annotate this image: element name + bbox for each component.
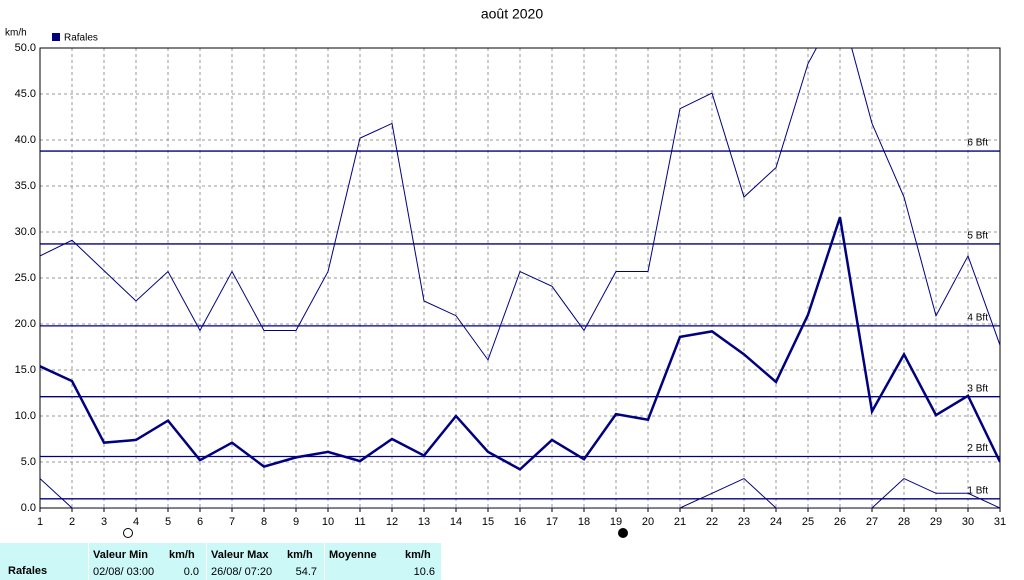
series-line <box>40 48 1000 361</box>
summary-table: Valeur Min km/h Valeur Max km/h Moyenne km/h 0… <box>89 543 441 580</box>
x-tick-label: 4 <box>133 516 139 528</box>
x-tick-label: 28 <box>898 516 910 528</box>
x-tick-label: 21 <box>674 516 686 528</box>
reference-label: 4 Bft <box>967 312 988 323</box>
series-group <box>40 48 1000 508</box>
table-divider <box>324 543 325 580</box>
x-tick-label: 1 <box>37 516 43 528</box>
x-tick-label: 19 <box>610 516 622 528</box>
x-tick-label: 27 <box>866 516 878 528</box>
x-tick-label: 8 <box>261 516 267 528</box>
y-tick-label: 5.0 <box>21 456 36 468</box>
row-label: Rafales <box>8 565 48 577</box>
x-tick-label: 15 <box>482 516 494 528</box>
series-line <box>40 216 1000 471</box>
x-tick-label: 18 <box>578 516 590 528</box>
table-header: Valeur Max <box>211 549 269 561</box>
chart-title: août 2020 <box>481 6 543 22</box>
x-tick-label: 23 <box>738 516 750 528</box>
reference-label: 3 Bft <box>967 383 988 394</box>
x-tick-label: 9 <box>293 516 299 528</box>
table-header: Valeur Min <box>93 549 149 561</box>
y-axis-label: km/h <box>5 28 27 39</box>
y-tick-label: 15.0 <box>15 364 36 376</box>
x-tick-label: 5 <box>165 516 171 528</box>
reference-label: 2 Bft <box>967 443 988 454</box>
x-tick-label: 20 <box>642 516 654 528</box>
x-tick-label: 2 <box>69 516 75 528</box>
x-tick-label: 24 <box>770 516 782 528</box>
table-header: km/h <box>405 549 431 561</box>
table-cell: 10.6 <box>413 566 435 578</box>
table-cell: 26/08/ 07:20 <box>211 566 273 578</box>
y-tick-label: 20.0 <box>15 318 36 330</box>
table-header: km/h <box>287 549 313 561</box>
moon-icon <box>123 528 133 538</box>
legend-swatch <box>52 33 60 41</box>
y-tick-label: 40.0 <box>15 134 36 146</box>
x-tick-label: 10 <box>322 516 334 528</box>
table-cell: 0.0 <box>183 566 199 578</box>
x-tick-label: 12 <box>386 516 398 528</box>
y-tick-label: 0.0 <box>21 502 36 514</box>
reference-label: 1 Bft <box>967 485 988 496</box>
x-tick-label: 22 <box>706 516 718 528</box>
y-tick-label: 10.0 <box>15 410 36 422</box>
reference-label: 5 Bft <box>967 231 988 242</box>
table-divider <box>206 543 207 580</box>
y-tick-label: 50.0 <box>15 42 36 54</box>
x-tick-label: 11 <box>354 516 365 528</box>
x-tick-label: 3 <box>101 516 107 528</box>
x-tick-label: 16 <box>514 516 526 528</box>
chart: août 2020 km/h 0.0 5.0 10.0 15.0 20.0 25.0 30.… <box>5 6 1006 538</box>
reference-label: 6 Bft <box>967 138 988 149</box>
moon-icon <box>618 528 628 538</box>
table-cell: 02/08/ 03:00 <box>93 566 155 578</box>
x-tick-label: 13 <box>418 516 430 528</box>
table-header: km/h <box>169 549 195 561</box>
table-row-header: Rafales <box>0 543 88 580</box>
x-tick-label: 31 <box>994 516 1006 528</box>
x-tick-label: 6 <box>197 516 203 528</box>
table-header: Moyenne <box>329 549 377 561</box>
x-tick-label: 29 <box>930 516 942 528</box>
y-tick-label: 35.0 <box>15 180 36 192</box>
table-cell: 54.7 <box>295 566 317 578</box>
x-tick-label: 17 <box>546 516 558 528</box>
x-tick-label: 7 <box>229 516 235 528</box>
table-blank <box>442 543 1024 580</box>
y-tick-label: 30.0 <box>15 226 36 238</box>
y-tick-label: 45.0 <box>15 88 36 100</box>
legend-label: Rafales <box>64 33 98 44</box>
x-tick-label: 30 <box>962 516 974 528</box>
y-tick-label: 25.0 <box>15 272 36 284</box>
x-tick-label: 14 <box>450 516 462 528</box>
x-tick-label: 25 <box>802 516 814 528</box>
x-tick-label: 26 <box>834 516 846 528</box>
